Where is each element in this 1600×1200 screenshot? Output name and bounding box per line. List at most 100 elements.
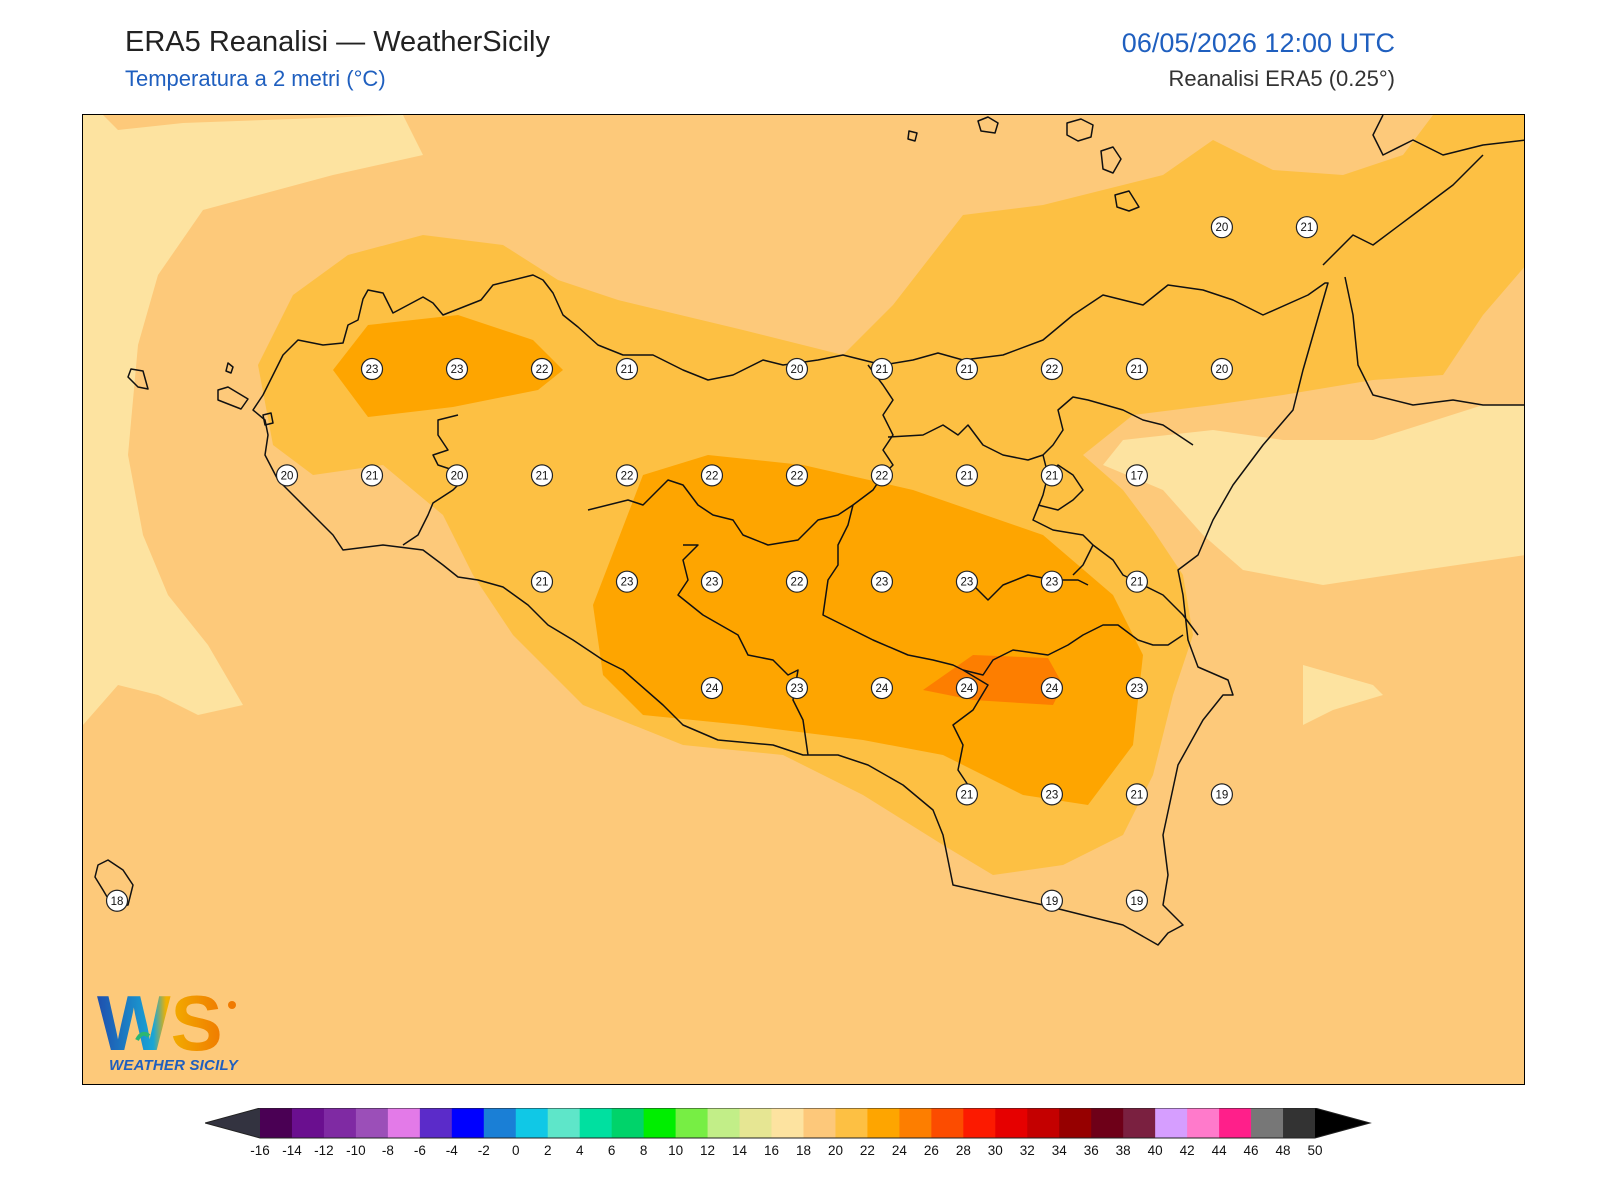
station-marker-circle [360,464,384,487]
colorbar-tick-label: 34 [1052,1143,1068,1158]
station-marker: 20 [1210,216,1234,239]
colorbar-tick-label: -10 [346,1143,366,1158]
station-marker-circle [1125,570,1149,593]
station-value: 22 [791,577,804,589]
colorbar-tick-label: -14 [282,1143,302,1158]
colorbar-swatch [867,1108,900,1138]
station-value: 19 [1216,789,1229,801]
colorbar-swatch [323,1108,357,1138]
station-marker: 20 [445,464,469,487]
colorbar-swatch [291,1108,325,1138]
station-value: 19 [1131,896,1144,908]
station-marker-circle [1040,783,1064,806]
station-marker-circle [870,357,894,381]
station-value: 22 [706,470,719,482]
colorbar-swatch [1123,1108,1156,1138]
station-marker-circle [955,464,979,487]
station-marker: 24 [700,676,724,700]
colorbar-tick-label: 10 [668,1143,683,1158]
station-value: 20 [281,470,294,482]
valid-datetime: 06/05/2026 12:00 UTC [1121,28,1395,58]
station-marker-circle [870,570,894,593]
colorbar-swatch [963,1108,996,1138]
colorbar-swatch [419,1108,453,1138]
station-marker: 19 [1210,783,1234,806]
colorbar-swatch [803,1108,836,1138]
temperature-colorbar: -16 -14 -12 -10 -8 -6 -4 -2 0 2 4 6 8 10 12 14 16 18 20 22 2… [203,1107,1405,1168]
station-value: 23 [961,577,974,589]
colorbar-swatch [771,1108,804,1138]
station-marker-circle [615,570,639,593]
colorbar-swatch [611,1108,645,1138]
station-value: 24 [876,683,889,695]
colorbar-tick-label: -16 [250,1143,270,1158]
field-16-18-southeast [1303,665,1383,725]
station-value: 22 [536,364,549,376]
station-marker-circle [1040,357,1064,381]
station-marker: 21 [360,464,384,487]
colorbar-over-arrow [1315,1108,1370,1138]
station-value: 21 [621,364,634,376]
colorbar-swatch [643,1108,677,1138]
colorbar-swatch [707,1108,741,1138]
station-marker: 18 [105,889,129,912]
station-value: 23 [621,577,634,589]
colorbar-swatch [451,1108,485,1138]
colorbar-tick-label: 26 [924,1143,939,1158]
station-marker: 24 [1040,676,1064,700]
data-source: Reanalisi ERA5 (0.25°) [1168,66,1395,91]
station-marker-circle [955,676,979,700]
colorbar-tick-label: 12 [700,1143,715,1158]
station-marker-circle [955,783,979,806]
field-16-18-east [1103,405,1524,585]
colorbar-swatch [1251,1108,1284,1138]
station-value: 24 [706,683,719,695]
station-marker-circle [445,357,469,381]
station-marker-circle [955,357,979,381]
colorbar-swatch [899,1108,932,1138]
station-marker: 23 [360,357,384,381]
station-value: 20 [451,470,464,482]
station-marker: 23 [785,676,809,700]
station-marker-circle [785,570,809,593]
station-value: 24 [1046,683,1059,695]
station-value: 22 [1046,364,1059,376]
station-marker-circle [785,676,809,700]
station-marker-circle [1210,357,1234,381]
colorbar-swatch [995,1108,1028,1138]
station-marker: 22 [530,357,554,381]
station-marker-circle [445,464,469,487]
station-value-markers: 23 23 22 21 20 21 21 22 21 20 20 21 20 21 20 21 22 22 22 22… [105,216,1318,912]
colorbar-swatch [931,1108,964,1138]
station-value: 22 [621,470,634,482]
colorbar-under-arrow [205,1108,260,1138]
colorbar-swatch [739,1108,773,1138]
station-marker-circle [1210,216,1234,239]
station-marker-circle [1040,570,1064,593]
colorbar-tick-label: -4 [446,1143,458,1158]
station-marker: 21 [1125,357,1149,381]
colorbar-tick-label: 22 [860,1143,875,1158]
colorbar-tick-label: 4 [576,1143,584,1158]
logo-text: WEATHER SICILY [109,1057,238,1074]
station-marker-circle [1040,464,1064,487]
colorbar-tick-label: -2 [478,1143,490,1158]
station-value: 23 [706,577,719,589]
station-marker: 21 [530,464,554,487]
station-marker-circle [785,464,809,487]
station-marker: 22 [785,570,809,593]
station-marker: 21 [870,357,894,381]
station-marker: 23 [615,570,639,593]
station-marker-circle [615,357,639,381]
station-marker-circle [615,464,639,487]
station-value: 21 [1131,364,1144,376]
colorbar-tick-label: 36 [1084,1143,1099,1158]
station-marker: 22 [870,464,894,487]
colorbar-swatch [260,1108,293,1138]
station-value: 17 [1131,470,1144,482]
colorbar-outline [203,1107,1372,1139]
station-marker: 21 [955,783,979,806]
station-marker-circle [360,357,384,381]
station-marker: 23 [700,570,724,593]
station-value: 23 [1046,789,1059,801]
